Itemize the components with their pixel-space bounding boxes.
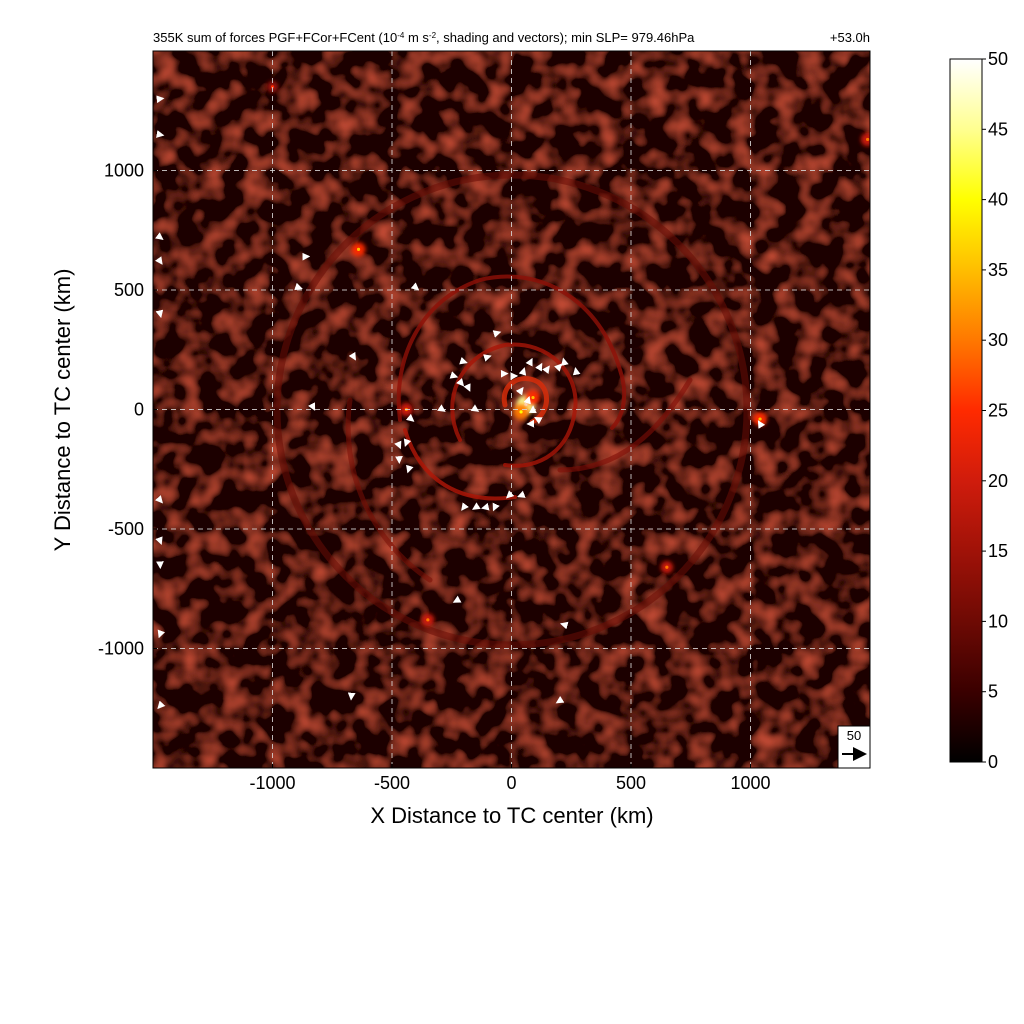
force-vector <box>472 502 481 510</box>
force-vector <box>156 95 165 104</box>
force-vector <box>561 357 569 367</box>
colorbar-tick-label: 5 <box>988 682 998 702</box>
force-vector <box>154 256 163 265</box>
colorbar-tick-label: 30 <box>988 330 1008 350</box>
colorbar-tick-label: 10 <box>988 611 1008 631</box>
colorbar-tick-label: 20 <box>988 471 1008 491</box>
force-vector <box>572 367 581 376</box>
band-southwest <box>345 397 433 583</box>
bright-spot <box>860 132 870 147</box>
colorbar-tick-label: 35 <box>988 260 1008 280</box>
heatmap-field <box>153 51 870 768</box>
force-vector <box>405 413 415 422</box>
force-vector <box>156 130 165 138</box>
force-vector <box>517 490 526 498</box>
force-vector <box>459 356 468 365</box>
force-vector <box>347 692 356 701</box>
force-vector <box>394 440 402 450</box>
colorbar-tick-label: 45 <box>988 119 1008 139</box>
force-vector <box>534 416 543 425</box>
bright-spot-core <box>270 85 275 89</box>
force-vector <box>154 495 163 504</box>
band-south-arc <box>403 428 517 501</box>
force-vector <box>406 464 414 474</box>
bright-spot-core <box>665 565 669 569</box>
x-tick-label: -1000 <box>249 773 295 793</box>
y-tick-label: -1000 <box>98 639 144 659</box>
force-vector <box>515 386 524 396</box>
force-vector <box>461 502 469 511</box>
force-vectors <box>154 95 766 783</box>
colorbar-tick-label: 15 <box>988 541 1008 561</box>
force-vector <box>157 629 166 639</box>
force-vector <box>463 383 471 392</box>
force-vector <box>452 595 462 603</box>
force-vector <box>492 502 500 512</box>
force-vector <box>535 362 543 372</box>
force-vector <box>155 536 163 545</box>
colorbar-tick-label: 40 <box>988 190 1008 210</box>
force-vector <box>456 378 465 387</box>
force-vector <box>294 282 303 291</box>
force-vector <box>308 402 316 411</box>
x-axis-label: X Distance to TC center (km) <box>370 803 653 828</box>
bright-spot-core <box>519 410 523 414</box>
force-vector <box>481 502 490 511</box>
x-tick-label: -500 <box>374 773 410 793</box>
force-vector <box>437 404 446 412</box>
force-vector <box>555 695 565 704</box>
force-vector <box>559 621 569 630</box>
force-vector <box>403 438 412 448</box>
y-tick-label: -500 <box>108 519 144 539</box>
force-vector <box>523 395 531 405</box>
bright-spot-core <box>356 247 361 251</box>
forecast-time: +53.0h <box>830 30 870 45</box>
x-tick-label: 500 <box>616 773 646 793</box>
y-tick-label: 0 <box>134 400 144 420</box>
force-vector <box>542 365 550 374</box>
force-vector <box>155 309 164 319</box>
force-vector <box>483 354 492 362</box>
force-vector <box>410 282 420 291</box>
y-tick-label: 500 <box>114 280 144 300</box>
bright-spot-core <box>758 417 762 421</box>
colorbar: 0 5 10 15 20 25 30 35 40 45 50 <box>949 49 1008 772</box>
force-vector <box>157 700 166 710</box>
x-tick-label: 1000 <box>730 773 770 793</box>
y-axis-label: Y Distance to TC center (km) <box>50 269 75 552</box>
reference-vector-legend: 50 <box>837 725 871 769</box>
colorbar-ticks: 0 5 10 15 20 25 30 35 40 45 50 <box>982 49 1008 772</box>
force-vector <box>525 357 533 367</box>
force-vector <box>155 232 164 241</box>
x-tick-label: 0 <box>506 773 516 793</box>
grid-lines <box>153 51 870 768</box>
bright-spot-core <box>866 137 870 142</box>
bright-spot-core <box>531 395 535 400</box>
force-vector <box>518 367 527 376</box>
colorbar-tick-label: 0 <box>988 752 998 772</box>
band-southeast <box>557 377 693 473</box>
force-vector <box>470 404 480 412</box>
force-vector <box>505 490 515 499</box>
colorbar-tick-label: 50 <box>988 49 1008 69</box>
force-vector <box>470 781 476 783</box>
force-vector <box>554 363 563 372</box>
band-west-arc <box>396 274 627 430</box>
force-vector <box>449 371 459 379</box>
bright-spot-core <box>426 618 430 622</box>
reference-vector-label: 50 <box>847 728 861 743</box>
colorbar-gradient <box>949 58 983 763</box>
y-tick-label: 1000 <box>104 161 144 181</box>
band-core <box>501 376 549 425</box>
colorbar-tick-label: 25 <box>988 401 1008 421</box>
force-vector <box>492 330 502 338</box>
y-axis-ticks: 1000 500 0 -500 -1000 <box>98 161 157 659</box>
force-vector <box>348 351 356 361</box>
x-axis-ticks: -1000 -500 0 500 1000 <box>249 764 771 793</box>
plot-area <box>153 51 870 783</box>
force-vector <box>757 420 766 429</box>
chart-title: 355K sum of forces PGF+FCor+FCent (10-4 … <box>153 30 695 45</box>
